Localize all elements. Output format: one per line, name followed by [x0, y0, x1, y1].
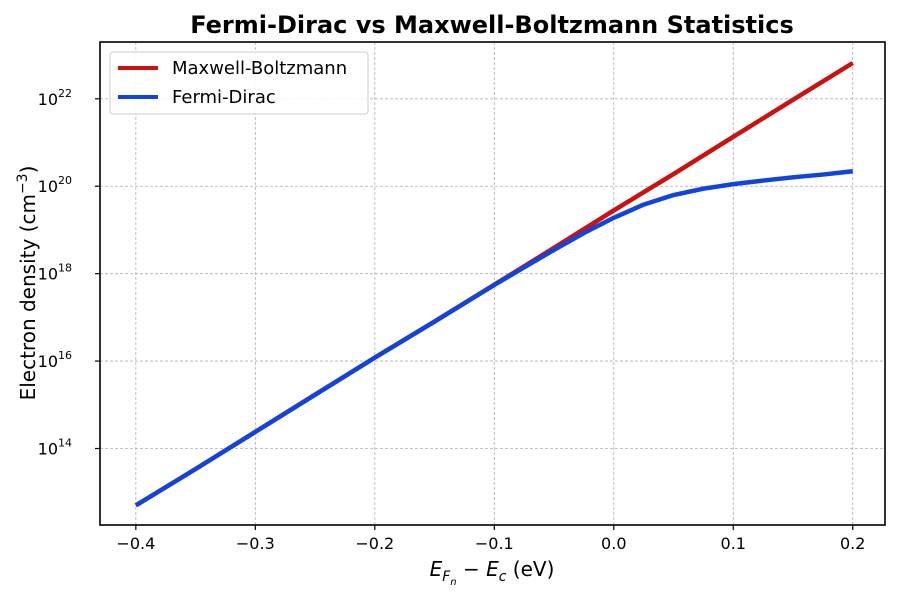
x-axis-label: EFn − Ec (eV) [430, 557, 555, 588]
y-tick-label: 1018 [38, 262, 72, 284]
legend-label-fermi-dirac: Fermi-Dirac [172, 87, 276, 108]
x-tick-label: −0.2 [355, 534, 394, 553]
plot-lines [134, 61, 854, 508]
axis-ticks: −0.4 −0.3 −0.2 −0.1 0.0 0.1 0.2 1014 1016 1018 102… [38, 87, 866, 553]
x-tick-label: 0.2 [840, 534, 865, 553]
x-tick-label: 0.0 [601, 534, 626, 553]
x-tick-label: −0.4 [116, 534, 155, 553]
y-tick-label: 1020 [38, 174, 72, 196]
legend-box [109, 51, 369, 115]
x-tick-label: −0.3 [236, 534, 275, 553]
y-tick-label: 1014 [38, 437, 72, 459]
x-tick-label: 0.1 [721, 534, 746, 553]
legend-label-maxwell-boltzmann: Maxwell-Boltzmann [172, 58, 347, 79]
series-line-fermi-dirac [134, 169, 853, 508]
x-tick-label: −0.1 [475, 534, 514, 553]
chart-title: Fermi-Dirac vs Maxwell-Boltzmann Statist… [190, 11, 794, 39]
plot-frame [99, 41, 886, 526]
y-tick-label: 1022 [38, 87, 72, 109]
legend: Maxwell-Boltzmann Fermi-Dirac [109, 51, 369, 115]
y-tick-label: 1016 [38, 349, 72, 371]
y-axis-label: Electron density (cm−3) [15, 166, 40, 401]
